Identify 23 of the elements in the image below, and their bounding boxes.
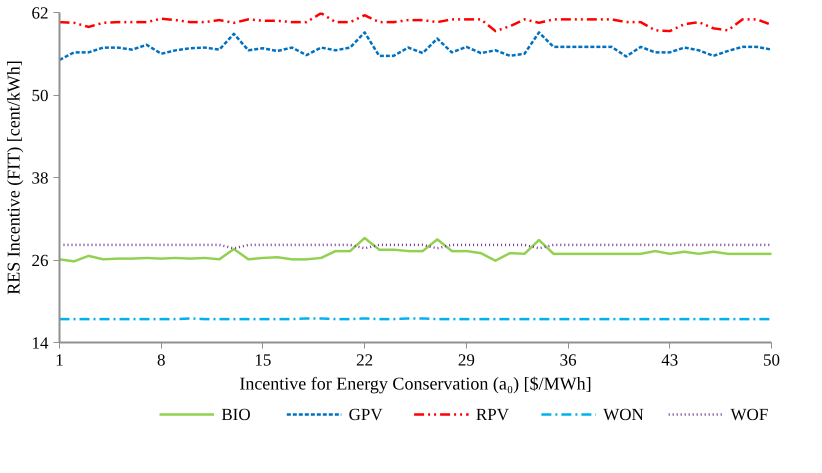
x-tick-label: 36: [560, 350, 577, 370]
y-axis-title: RES Incentive (FIT) [cent/kWh]: [4, 60, 24, 295]
x-tick-label: 8: [156, 350, 166, 370]
line-series: [60, 12, 772, 32]
legend-label: RPV: [476, 405, 510, 424]
legend-label: BIO: [221, 405, 251, 424]
line-series: [60, 31, 772, 62]
y-tick-label: 38: [32, 168, 48, 188]
y-tick-label: 26: [32, 251, 48, 270]
x-tick-label: 15: [254, 350, 272, 370]
x-axis-title: Incentive for Energy Conservation (a₀) [$/MWh]: [239, 374, 592, 394]
y-tick-label: 14: [32, 334, 49, 352]
legend-label: GPV: [348, 405, 384, 424]
y-tick-label: 50: [32, 86, 48, 105]
x-tick-label: 22: [356, 350, 374, 370]
x-tick-label: 1: [55, 350, 64, 370]
x-tick-label: 50: [763, 350, 780, 370]
line-series: [60, 236, 772, 263]
y-tick-label: 62: [32, 4, 48, 22]
legend-label: WOF: [730, 405, 768, 424]
legend-label: WON: [603, 405, 644, 424]
x-tick-label: 29: [458, 350, 475, 370]
x-tick-label: 43: [661, 350, 678, 370]
